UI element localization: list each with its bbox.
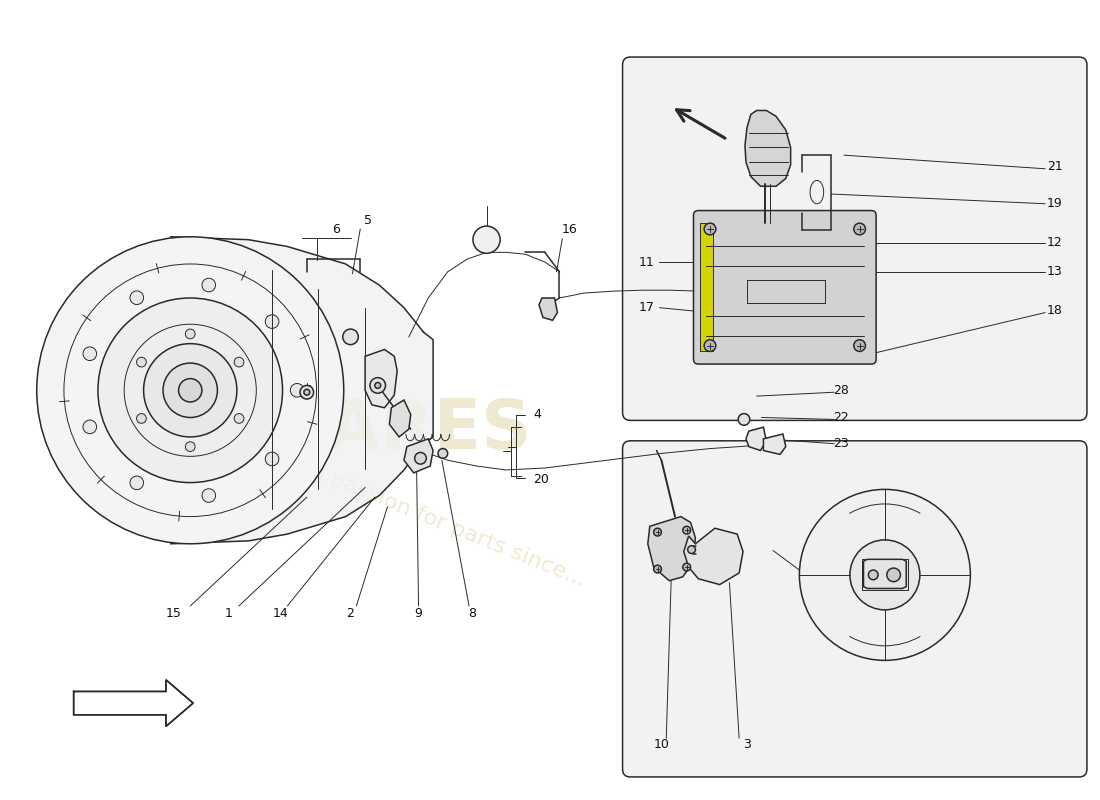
Text: 2: 2 <box>346 607 354 620</box>
Polygon shape <box>74 680 194 726</box>
Circle shape <box>868 570 878 580</box>
Circle shape <box>98 298 283 482</box>
Circle shape <box>683 563 691 571</box>
Circle shape <box>186 442 195 451</box>
Circle shape <box>887 568 901 582</box>
FancyBboxPatch shape <box>693 210 876 364</box>
Polygon shape <box>684 528 743 585</box>
Polygon shape <box>365 350 397 408</box>
Circle shape <box>202 489 216 502</box>
Circle shape <box>704 223 716 235</box>
Text: 18: 18 <box>1047 304 1063 317</box>
Polygon shape <box>404 439 433 473</box>
Text: 4: 4 <box>534 408 541 421</box>
Text: 6: 6 <box>332 223 340 237</box>
Circle shape <box>234 414 244 423</box>
Text: 9: 9 <box>415 607 422 620</box>
Circle shape <box>688 546 695 554</box>
Circle shape <box>854 223 866 235</box>
Text: 3: 3 <box>742 738 751 751</box>
Text: 12: 12 <box>1047 236 1063 249</box>
Text: 23: 23 <box>834 438 849 450</box>
Circle shape <box>202 278 216 292</box>
Circle shape <box>82 347 97 361</box>
Text: 19: 19 <box>1047 198 1063 210</box>
Circle shape <box>438 449 448 458</box>
Text: 22: 22 <box>834 411 849 424</box>
Bar <box>701 223 713 351</box>
Polygon shape <box>864 559 906 589</box>
Text: 15: 15 <box>166 607 182 620</box>
Circle shape <box>304 390 310 395</box>
Circle shape <box>854 340 866 351</box>
Circle shape <box>36 237 343 544</box>
Circle shape <box>653 565 661 573</box>
Circle shape <box>178 378 202 402</box>
Circle shape <box>653 528 661 536</box>
Circle shape <box>265 314 279 328</box>
Polygon shape <box>170 237 433 544</box>
Text: a passion for parts since...: a passion for parts since... <box>308 462 587 590</box>
Polygon shape <box>763 434 785 454</box>
Text: 21: 21 <box>1047 160 1063 174</box>
Circle shape <box>683 526 691 534</box>
Text: 14: 14 <box>273 607 288 620</box>
Circle shape <box>144 344 236 437</box>
Circle shape <box>82 420 97 434</box>
Polygon shape <box>746 427 767 450</box>
Text: 10: 10 <box>653 738 670 751</box>
Text: 28: 28 <box>833 384 849 397</box>
Circle shape <box>234 358 244 367</box>
Circle shape <box>800 490 970 660</box>
Circle shape <box>163 363 218 418</box>
Polygon shape <box>389 400 410 437</box>
Text: 8: 8 <box>468 607 476 620</box>
Text: 16: 16 <box>561 223 578 237</box>
Circle shape <box>130 291 144 305</box>
FancyBboxPatch shape <box>623 441 1087 777</box>
Text: 5: 5 <box>364 214 372 226</box>
Bar <box>861 559 909 590</box>
Text: 20: 20 <box>534 473 549 486</box>
Text: 13: 13 <box>1047 266 1063 278</box>
Circle shape <box>473 226 500 254</box>
Circle shape <box>850 540 920 610</box>
Circle shape <box>265 452 279 466</box>
Circle shape <box>370 378 385 393</box>
Circle shape <box>186 329 195 338</box>
FancyBboxPatch shape <box>623 57 1087 421</box>
Circle shape <box>136 414 146 423</box>
Circle shape <box>300 386 313 399</box>
Text: 1: 1 <box>226 607 233 620</box>
Circle shape <box>130 476 144 490</box>
Circle shape <box>343 329 359 345</box>
Text: 17: 17 <box>639 302 654 314</box>
Circle shape <box>375 382 381 388</box>
Polygon shape <box>648 517 695 581</box>
Circle shape <box>136 358 146 367</box>
Text: euroSPARES: euroSPARES <box>53 396 531 462</box>
Text: 11: 11 <box>639 255 654 269</box>
Circle shape <box>415 453 427 464</box>
Circle shape <box>738 414 750 426</box>
Circle shape <box>290 383 304 397</box>
Polygon shape <box>539 298 558 320</box>
Circle shape <box>704 340 716 351</box>
Polygon shape <box>745 110 791 186</box>
